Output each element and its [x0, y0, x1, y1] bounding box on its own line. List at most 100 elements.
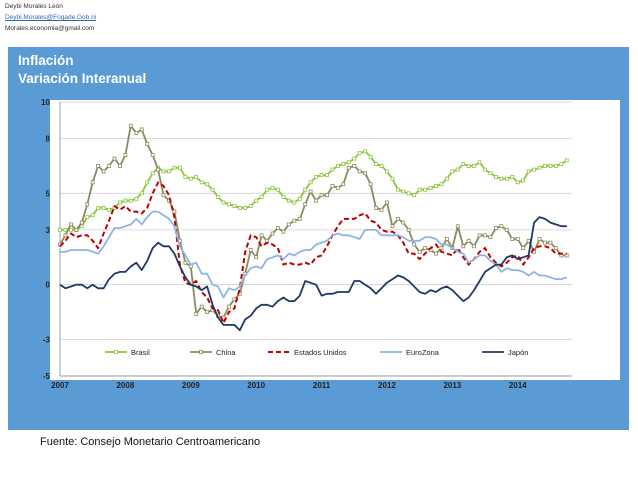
data-point-china: [357, 169, 362, 174]
data-point-china: [123, 153, 128, 157]
data-point-china: [227, 304, 231, 309]
data-point-brasil: [510, 174, 515, 179]
series-line-estados-unidos: [59, 181, 567, 324]
data-point-china: [199, 304, 204, 309]
x-tick-label: 2014: [509, 381, 527, 390]
data-point-brasil: [123, 198, 128, 203]
data-point-brasil: [79, 224, 84, 229]
data-point-brasil: [363, 149, 368, 154]
chart-subtitle: Variación Interanual: [18, 71, 147, 86]
data-point-china: [374, 206, 378, 210]
data-point-china: [548, 240, 553, 245]
data-point-china: [543, 240, 547, 245]
data-point-china: [118, 164, 122, 168]
data-point-brasil: [504, 176, 509, 181]
data-point-china: [319, 193, 324, 198]
data-point-china: [107, 164, 111, 168]
data-point-china: [330, 184, 335, 188]
x-tick-label: 2007: [51, 381, 69, 390]
data-point-china: [336, 185, 340, 190]
data-point-brasil: [428, 185, 433, 190]
data-point-china: [286, 222, 291, 227]
data-point-brasil: [194, 174, 199, 179]
data-point-brasil: [58, 227, 62, 232]
data-point-brasil: [128, 198, 133, 203]
data-point-brasil: [336, 164, 340, 168]
legend-label-japon: Japón: [508, 348, 528, 357]
data-point-china: [346, 165, 351, 170]
plot-area: [50, 100, 620, 380]
data-point-china: [483, 233, 487, 238]
chart-title: Inflación: [18, 53, 74, 68]
data-point-brasil: [248, 204, 253, 209]
data-point-brasil: [276, 187, 280, 192]
data-point-brasil: [379, 164, 384, 168]
data-point-china: [439, 246, 444, 251]
y-tick-label: 5: [46, 189, 51, 198]
data-point-brasil: [243, 206, 248, 210]
data-point-china: [526, 238, 531, 243]
data-point-china: [325, 193, 329, 198]
data-point-china: [341, 182, 346, 187]
data-point-brasil: [292, 200, 297, 205]
data-point-brasil: [101, 206, 106, 210]
legend-marker-china: [199, 350, 203, 354]
data-point-china: [85, 202, 90, 207]
data-point-brasil: [286, 198, 291, 203]
data-point-brasil: [210, 187, 215, 192]
author-email-link[interactable]: Deybi.Morales@Fogade.Gob.ni: [5, 14, 97, 21]
data-point-brasil: [423, 187, 427, 192]
data-point-brasil: [374, 162, 378, 167]
data-point-brasil: [461, 162, 466, 167]
data-point-china: [183, 260, 188, 265]
data-point-china: [145, 142, 150, 146]
data-point-china: [254, 255, 259, 260]
data-point-china: [281, 229, 286, 234]
series-line-brasil: [60, 150, 568, 231]
data-point-brasil: [385, 169, 389, 174]
data-point-china: [194, 311, 199, 316]
data-point-brasil: [472, 164, 477, 168]
x-tick-label: 2011: [313, 381, 331, 390]
data-point-brasil: [526, 169, 531, 174]
data-point-brasil: [548, 164, 553, 168]
data-point-china: [521, 246, 526, 251]
data-point-brasil: [177, 165, 182, 170]
data-point-brasil: [145, 180, 150, 185]
data-point-china: [96, 164, 101, 168]
data-point-brasil: [265, 187, 269, 192]
y-tick-label: -5: [43, 372, 51, 381]
author-name: Deybi Morales León: [5, 3, 63, 10]
data-point-brasil: [183, 174, 188, 179]
data-point-china: [395, 217, 400, 221]
data-point-brasil: [515, 180, 520, 185]
legend-label-estados-unidos: Estados Unidos: [294, 348, 347, 357]
data-point-brasil: [330, 167, 335, 172]
data-point-brasil: [139, 191, 144, 196]
data-point-brasil: [303, 187, 308, 192]
data-point-china: [150, 153, 155, 157]
data-point-brasil: [270, 185, 275, 190]
data-point-brasil: [259, 195, 264, 199]
data-point-china: [139, 127, 144, 132]
data-point-brasil: [237, 206, 242, 210]
data-point-china: [69, 222, 73, 227]
data-point-brasil: [494, 174, 498, 179]
data-point-china: [352, 164, 357, 168]
data-point-china: [128, 123, 133, 128]
data-point-china: [510, 237, 515, 241]
data-point-china: [461, 244, 466, 249]
data-point-china: [434, 251, 438, 256]
data-point-brasil: [254, 198, 259, 203]
x-tick-label: 2012: [378, 381, 396, 390]
data-point-brasil: [69, 227, 73, 232]
data-point-china: [292, 218, 297, 223]
x-tick-label: 2009: [182, 381, 200, 390]
data-point-brasil: [63, 227, 68, 232]
legend-marker-brasil: [114, 350, 118, 354]
data-point-brasil: [325, 173, 329, 177]
series-line-japon: [59, 216, 567, 332]
data-point-brasil: [96, 206, 101, 210]
data-point-brasil: [172, 165, 177, 170]
